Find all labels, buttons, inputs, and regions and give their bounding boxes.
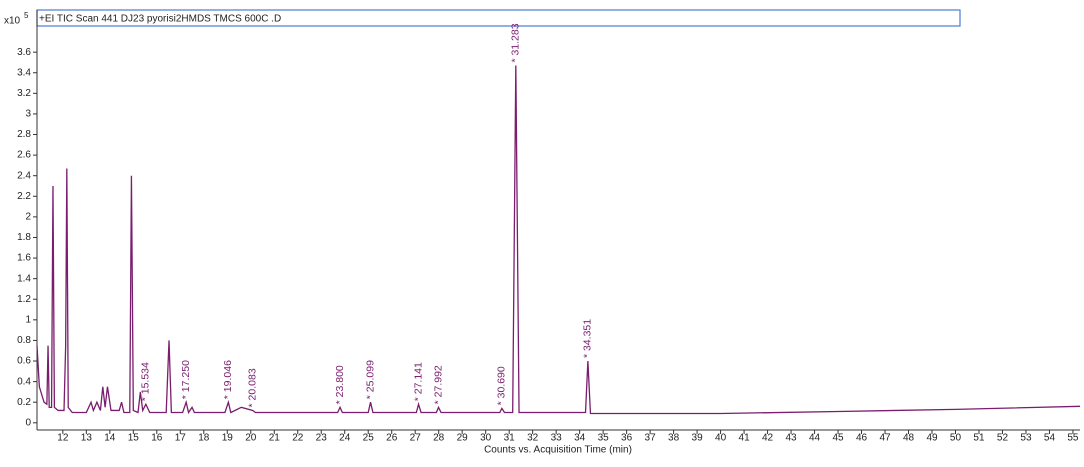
x-tick-label: 13 <box>81 433 93 444</box>
peak-label: * 23.800 <box>334 365 346 404</box>
peak-label: * 31.283 <box>510 23 522 62</box>
y-tick-label: 0.6 <box>17 356 31 367</box>
x-tick-label: 18 <box>198 433 210 444</box>
x-tick-label: 50 <box>950 433 962 444</box>
y-tick-label: 0.4 <box>17 376 31 387</box>
peak-label: * 15.534 <box>140 362 152 401</box>
y-tick-label: 1.6 <box>17 253 31 264</box>
y-tick-label: 2.6 <box>17 150 31 161</box>
y-tick-label: 3 <box>25 109 31 120</box>
x-tick-label: 36 <box>621 433 633 444</box>
peak-label: * 19.046 <box>222 360 234 399</box>
x-tick-label: 23 <box>316 433 328 444</box>
y-tick-label: 0.2 <box>17 397 31 408</box>
x-tick-label: 43 <box>785 433 797 444</box>
x-tick-label: 51 <box>973 433 985 444</box>
x-tick-label: 52 <box>997 433 1009 444</box>
x-tick-label: 24 <box>339 433 351 444</box>
x-tick-label: 38 <box>668 433 680 444</box>
peak-label: * 20.083 <box>246 368 258 407</box>
x-tick-label: 55 <box>1067 433 1079 444</box>
x-tick-label: 53 <box>1020 433 1032 444</box>
peak-label: * 27.992 <box>432 365 444 404</box>
y-tick-label: 1.8 <box>17 232 31 243</box>
x-tick-label: 17 <box>175 433 187 444</box>
peak-label: * 17.250 <box>180 360 192 399</box>
x-tick-label: 14 <box>104 433 116 444</box>
x-tick-label: 15 <box>128 433 140 444</box>
x-tick-label: 33 <box>551 433 563 444</box>
x-tick-label: 30 <box>480 433 492 444</box>
x-tick-label: 28 <box>433 433 445 444</box>
x-tick-label: 40 <box>715 433 727 444</box>
x-tick-label: 21 <box>269 433 281 444</box>
x-tick-label: 12 <box>57 433 69 444</box>
peak-label: * 30.690 <box>496 366 508 405</box>
y-tick-label: 1.2 <box>17 294 31 305</box>
y-tick-label: 3.6 <box>17 47 31 58</box>
y-tick-label: 1.4 <box>17 273 31 284</box>
x-tick-label: 27 <box>410 433 422 444</box>
peak-label: * 25.099 <box>364 360 376 399</box>
peak-label: * 34.351 <box>582 319 594 358</box>
x-tick-label: 37 <box>645 433 657 444</box>
x-tick-label: 31 <box>504 433 516 444</box>
y-multiplier-exponent: 5 <box>24 11 29 20</box>
chart-title: +EI TIC Scan 441 DJ23 pyorisi2HMDS TMCS … <box>39 14 281 25</box>
x-tick-label: 26 <box>386 433 398 444</box>
y-tick-label: 1 <box>25 314 31 325</box>
peak-label: * 27.141 <box>412 362 424 401</box>
y-tick-label: 0.8 <box>17 335 31 346</box>
y-tick-label: 0 <box>25 417 31 428</box>
x-tick-label: 32 <box>527 433 539 444</box>
y-tick-label: 2.8 <box>17 129 31 140</box>
x-tick-label: 25 <box>363 433 375 444</box>
y-tick-label: 3.2 <box>17 88 31 99</box>
x-tick-label: 48 <box>903 433 915 444</box>
x-tick-label: 49 <box>926 433 938 444</box>
x-tick-label: 34 <box>574 433 586 444</box>
x-tick-label: 29 <box>457 433 469 444</box>
x-tick-label: 16 <box>151 433 163 444</box>
tic-trace <box>36 65 1081 415</box>
x-tick-label: 54 <box>1044 433 1056 444</box>
x-tick-label: 20 <box>245 433 257 444</box>
x-tick-label: 44 <box>809 433 821 444</box>
y-tick-label: 2.2 <box>17 191 31 202</box>
x-tick-label: 46 <box>856 433 868 444</box>
x-tick-label: 22 <box>292 433 304 444</box>
y-tick-label: 2 <box>25 212 31 223</box>
x-tick-label: 35 <box>598 433 610 444</box>
y-tick-label: 2.4 <box>17 170 31 181</box>
x-tick-label: 47 <box>879 433 891 444</box>
x-tick-label: 45 <box>832 433 844 444</box>
x-tick-label: 39 <box>692 433 704 444</box>
x-axis-label: Counts vs. Acquisition Time (min) <box>484 445 632 456</box>
y-tick-label: 3.4 <box>17 67 31 78</box>
y-multiplier: x10 <box>4 16 21 27</box>
x-tick-label: 41 <box>739 433 751 444</box>
x-tick-label: 19 <box>222 433 234 444</box>
x-tick-label: 42 <box>762 433 774 444</box>
